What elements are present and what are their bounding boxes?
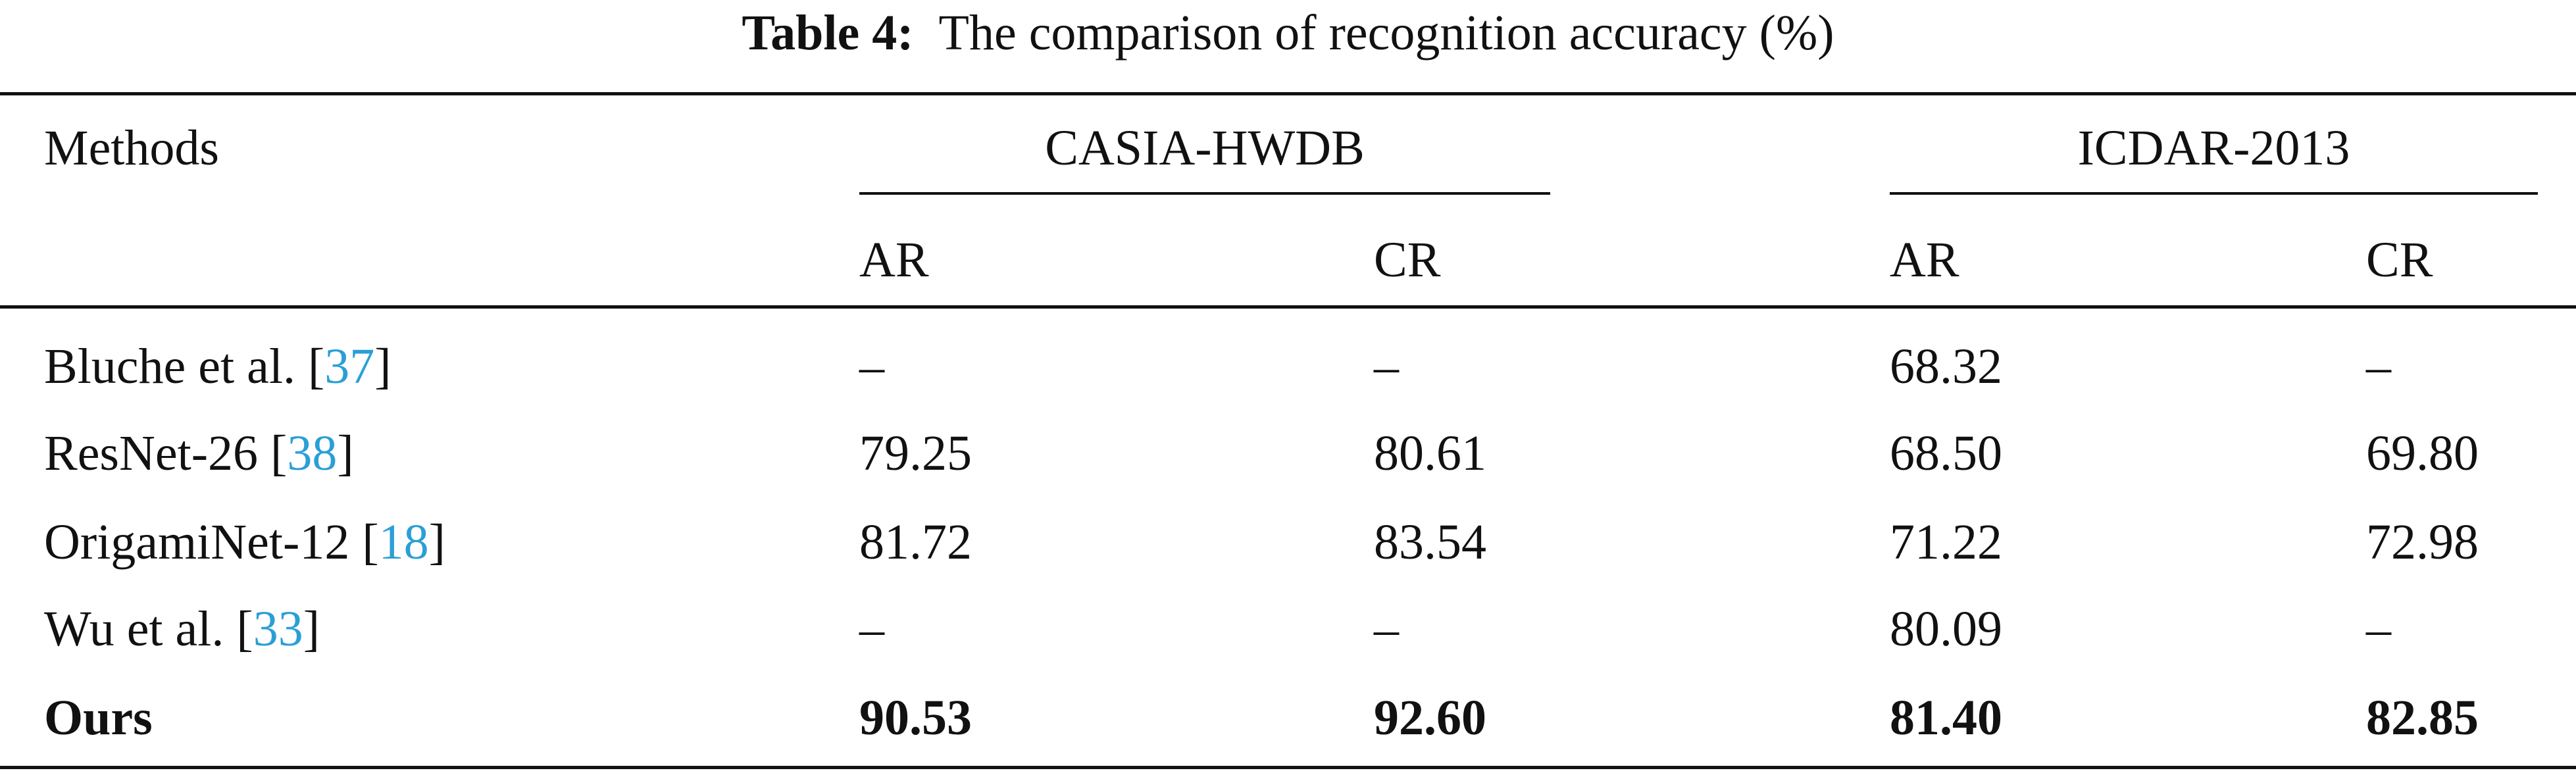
rule: [0, 92, 2576, 95]
group-header: CASIA-HWDB: [1045, 120, 1365, 176]
value-cell: 72.98: [2366, 515, 2479, 570]
method-cell: OrigamiNet-12 [18]: [44, 517, 445, 567]
method-cell: Bluche et al. [37]: [44, 341, 391, 391]
value-cell: 83.54: [1374, 515, 1486, 570]
rule: [859, 192, 1550, 195]
method-text: Wu et al. [: [44, 601, 253, 657]
value-cell: 80.61: [1374, 426, 1486, 481]
subheader-cell: AR: [1890, 232, 1959, 288]
value-cell: –: [2366, 601, 2391, 657]
subheader-cell: AR: [859, 232, 929, 288]
value-cell: –: [859, 339, 884, 394]
value-cell: –: [1374, 601, 1399, 657]
method-text: ]: [428, 515, 445, 570]
method-text: ResNet-26 [: [44, 426, 288, 481]
method-text: ]: [303, 601, 320, 657]
method-text: ]: [337, 426, 354, 481]
citation: 37: [324, 339, 375, 394]
method-cell: ResNet-26 [38]: [44, 428, 354, 478]
citation: 33: [253, 601, 303, 657]
rule: [1890, 192, 2538, 195]
value-cell: 80.09: [1890, 601, 2002, 657]
value-cell: 92.60: [1374, 690, 1486, 745]
value-cell: 81.40: [1890, 690, 2002, 745]
value-cell: 79.25: [859, 426, 972, 481]
value-cell: 69.80: [2366, 426, 2479, 481]
method-text: Bluche et al. [: [44, 339, 325, 394]
citation: 18: [378, 515, 429, 570]
caption-label: Table 4:: [742, 5, 914, 61]
caption-text: The comparison of recognition accuracy (…: [938, 5, 1834, 61]
caption: Table 4: The comparison of recognition a…: [0, 8, 2576, 58]
value-cell: –: [2366, 339, 2391, 394]
method-text: OrigamiNet-12 [: [44, 515, 379, 570]
value-cell: –: [859, 601, 884, 657]
value-cell: 68.50: [1890, 426, 2002, 481]
method-cell: Ours: [44, 693, 153, 743]
group-header: ICDAR-2013: [2077, 120, 2350, 176]
value-cell: 82.85: [2366, 690, 2479, 745]
value-cell: 81.72: [859, 515, 972, 570]
value-cell: –: [1374, 339, 1399, 394]
subheader-cell: CR: [1374, 232, 1441, 288]
value-cell: 68.32: [1890, 339, 2002, 394]
method-cell: Wu et al. [33]: [44, 604, 320, 654]
method-text: Ours: [44, 690, 153, 745]
value-cell: 90.53: [859, 690, 972, 745]
subheader-cell: CR: [2366, 232, 2433, 288]
value-cell: 71.22: [1890, 515, 2002, 570]
citation: 38: [287, 426, 338, 481]
method-text: ]: [374, 339, 391, 394]
header-cell: Methods: [44, 120, 219, 176]
rule: [0, 305, 2576, 309]
rule: [0, 766, 2576, 769]
